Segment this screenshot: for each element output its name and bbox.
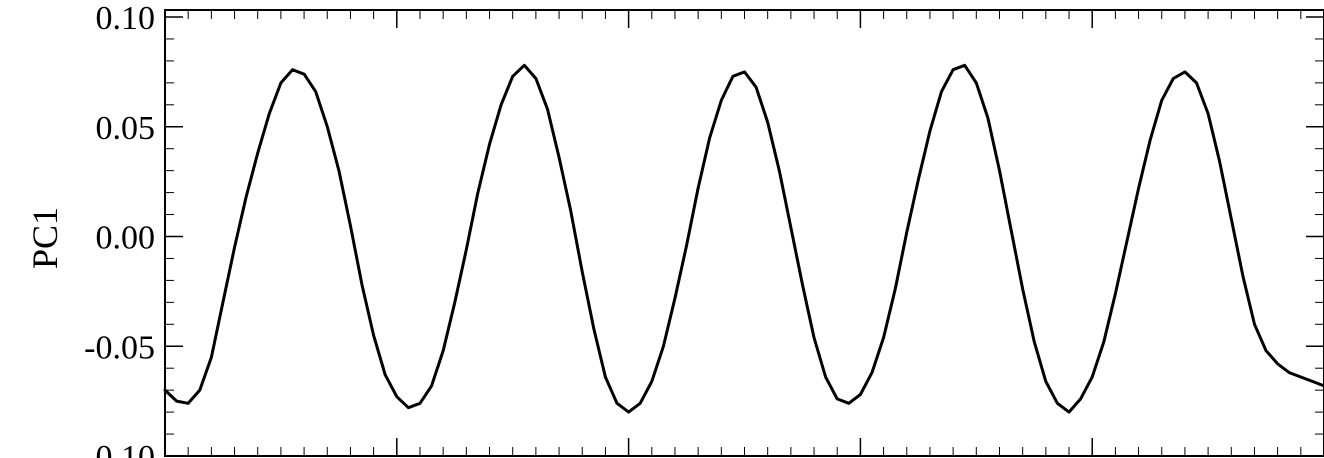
plot-frame [164,9,1324,457]
y-tick-label: 0.05 [96,110,156,147]
y-tick-label: -0.10 [84,439,155,458]
x-axis-ticks [164,10,1324,456]
y-tick-label: 0.10 [96,0,156,37]
y-axis-tick-labels: -0.10 -0.05 0.00 0.05 0.10 [84,0,155,458]
y-tick-label: 0.00 [96,220,156,257]
y-tick-label: -0.05 [84,329,155,366]
series-line [163,63,1324,414]
y-axis-title: PC1 [25,207,65,269]
y-axis-ticks [165,16,1324,457]
